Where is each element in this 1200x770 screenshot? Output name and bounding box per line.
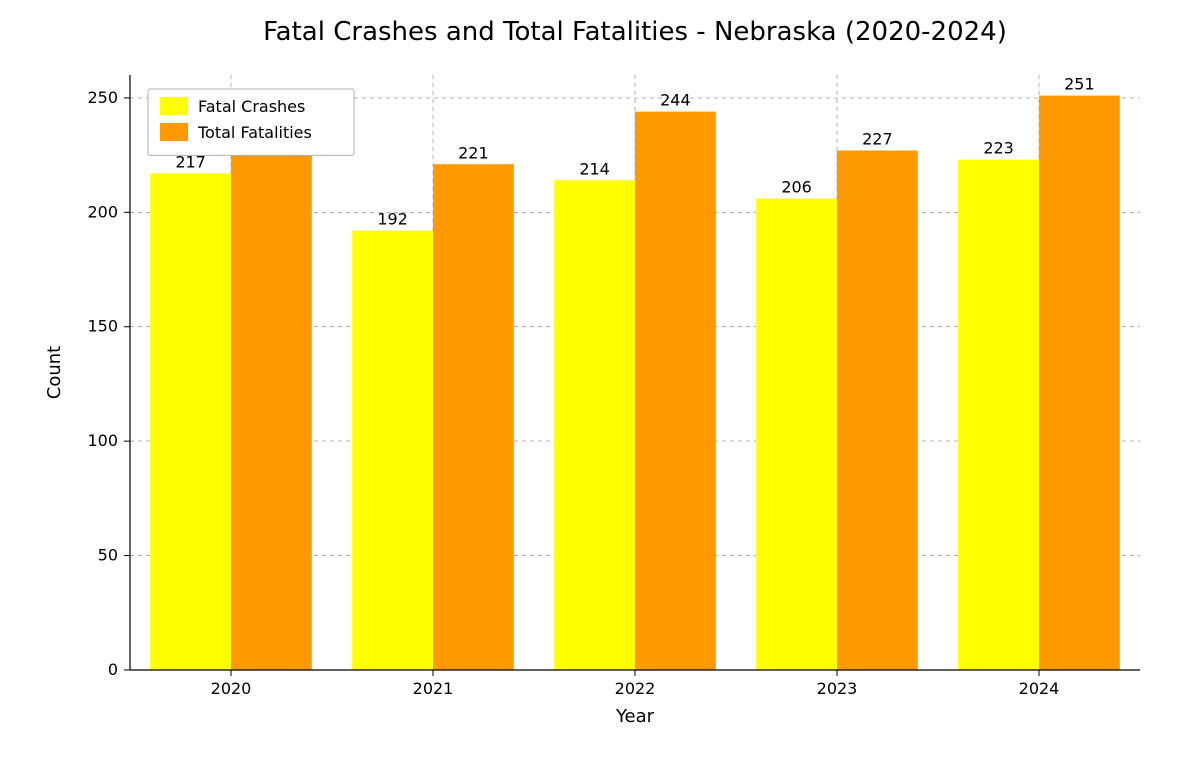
y-tick-label: 0 <box>108 660 118 679</box>
legend-label: Fatal Crashes <box>198 97 305 116</box>
bar-total-fatalities-2020 <box>231 144 312 670</box>
y-tick-label: 250 <box>87 88 118 107</box>
y-tick-label: 200 <box>87 202 118 221</box>
x-tick-label: 2024 <box>1019 679 1060 698</box>
value-label: 244 <box>660 91 691 110</box>
value-label: 206 <box>781 178 812 197</box>
value-label: 223 <box>983 139 1014 158</box>
bar-total-fatalities-2023 <box>837 151 918 670</box>
y-tick-label: 100 <box>87 431 118 450</box>
bar-fatal-crashes-2020 <box>150 173 231 670</box>
bar-fatal-crashes-2023 <box>756 199 837 670</box>
x-axis-label: Year <box>615 706 655 727</box>
bar-total-fatalities-2022 <box>635 112 716 670</box>
x-tick-label: 2022 <box>615 679 656 698</box>
legend-swatch <box>160 97 188 115</box>
value-label: 251 <box>1064 75 1095 94</box>
bar-fatal-crashes-2024 <box>958 160 1039 670</box>
bar-total-fatalities-2021 <box>433 164 514 670</box>
x-tick-label: 2021 <box>413 679 454 698</box>
legend-swatch <box>160 123 188 141</box>
x-tick-label: 2023 <box>817 679 858 698</box>
y-axis-label: Count <box>44 346 65 399</box>
y-tick-label: 150 <box>87 317 118 336</box>
bar-fatal-crashes-2021 <box>352 231 433 670</box>
value-label: 227 <box>862 130 893 149</box>
legend: Fatal Crashes Total Fatalities <box>148 89 354 155</box>
y-tick-label: 50 <box>98 546 118 565</box>
chart-title: Fatal Crashes and Total Fatalities - Neb… <box>263 17 1007 47</box>
bar-total-fatalities-2024 <box>1039 96 1120 670</box>
value-label: 214 <box>579 159 610 178</box>
x-tick-label: 2020 <box>211 679 252 698</box>
chart-svg: 2171922142062232302212442272510501001502… <box>0 0 1200 770</box>
value-label: 192 <box>377 210 408 229</box>
bar-fatal-crashes-2022 <box>554 180 635 670</box>
legend-label: Total Fatalities <box>197 123 312 142</box>
value-label: 221 <box>458 143 489 162</box>
chart-container: 2171922142062232302212442272510501001502… <box>0 0 1200 770</box>
